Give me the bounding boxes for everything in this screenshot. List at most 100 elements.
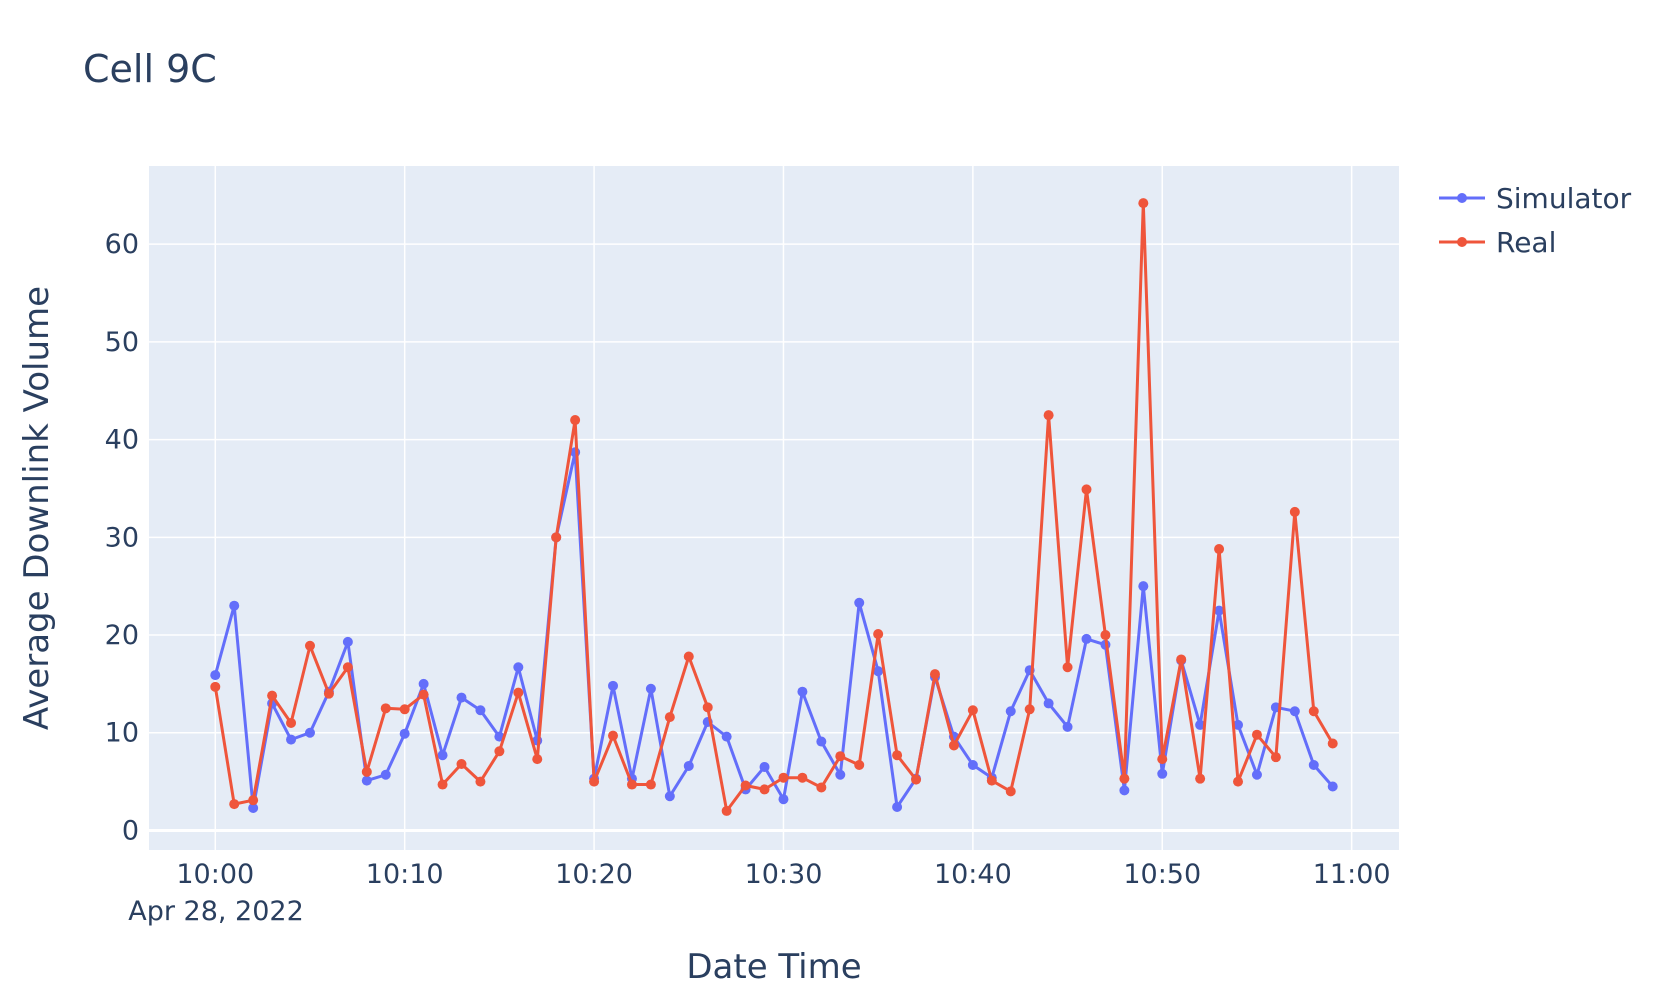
data-point-simulator xyxy=(1119,785,1130,796)
data-point-simulator xyxy=(892,802,903,813)
x-tick-label: 10:30 xyxy=(745,859,823,890)
y-tick-label: 30 xyxy=(105,522,139,553)
data-point-real xyxy=(1176,654,1187,665)
data-point-real xyxy=(721,805,732,816)
data-point-real xyxy=(399,704,410,715)
data-point-real xyxy=(1100,630,1111,641)
data-point-simulator xyxy=(1005,706,1016,717)
data-point-real xyxy=(304,640,315,651)
data-point-real xyxy=(816,782,827,793)
data-point-real xyxy=(1214,544,1225,555)
data-point-simulator xyxy=(1251,769,1262,780)
chart-title: Cell 9C xyxy=(83,47,217,91)
legend: Simulator Real xyxy=(1439,182,1632,259)
y-axis-title: Average Downlink Volume xyxy=(17,286,57,730)
data-point-real xyxy=(551,532,562,543)
x-axis-ticks: 10:00 10:10 10:20 10:30 10:40 10:50 11:00 xyxy=(176,859,1390,890)
data-point-real xyxy=(1119,773,1130,784)
data-point-real xyxy=(210,681,221,692)
data-point-simulator xyxy=(1062,721,1073,732)
data-point-real xyxy=(911,774,922,785)
data-point-simulator xyxy=(1043,698,1054,709)
data-point-real xyxy=(286,717,297,728)
y-axis-ticks: 0 10 20 30 40 50 60 xyxy=(105,229,139,846)
data-point-real xyxy=(1005,786,1016,797)
data-point-real xyxy=(1308,706,1319,717)
data-point-real xyxy=(267,690,278,701)
data-point-simulator xyxy=(797,686,808,697)
y-tick-label: 40 xyxy=(105,425,139,456)
data-point-simulator xyxy=(721,731,732,742)
x-tick-label: 10:20 xyxy=(555,859,633,890)
data-point-real xyxy=(456,759,467,770)
data-point-real xyxy=(437,779,448,790)
data-point-real xyxy=(361,766,372,777)
data-point-simulator xyxy=(399,728,410,739)
data-point-simulator xyxy=(816,736,827,747)
legend-marker-real xyxy=(1457,237,1467,247)
data-point-real xyxy=(948,740,959,751)
y-tick-label: 10 xyxy=(105,718,139,749)
data-point-simulator xyxy=(778,794,789,805)
data-point-real xyxy=(248,795,259,806)
data-point-real xyxy=(380,703,391,714)
data-point-simulator xyxy=(608,680,619,691)
data-point-simulator xyxy=(513,662,524,673)
data-point-real xyxy=(702,702,713,713)
data-point-real xyxy=(418,689,429,700)
data-point-real xyxy=(835,751,846,762)
data-point-simulator xyxy=(1138,581,1149,592)
data-point-simulator xyxy=(759,761,770,772)
x-tick-label: 11:00 xyxy=(1313,859,1391,890)
data-point-simulator xyxy=(664,791,675,802)
data-point-real xyxy=(626,779,637,790)
data-point-simulator xyxy=(342,636,353,647)
data-point-real xyxy=(513,687,524,698)
data-point-real xyxy=(967,705,978,716)
data-point-simulator xyxy=(1195,719,1206,730)
data-point-simulator xyxy=(475,705,486,716)
data-point-real xyxy=(1138,198,1149,209)
data-point-real xyxy=(664,712,675,723)
data-point-simulator xyxy=(967,759,978,770)
data-point-real xyxy=(589,776,600,787)
data-point-real xyxy=(778,772,789,783)
legend-label-real: Real xyxy=(1496,226,1556,259)
data-point-real xyxy=(1251,729,1262,740)
data-point-real xyxy=(1024,704,1035,715)
data-point-simulator xyxy=(683,760,694,771)
series-layer xyxy=(210,198,1338,816)
plot-area xyxy=(149,166,1399,850)
data-point-real xyxy=(608,730,619,741)
data-point-real xyxy=(323,688,334,699)
data-point-simulator xyxy=(229,600,240,611)
legend-marker-simulator xyxy=(1457,193,1467,203)
data-point-real xyxy=(1270,752,1281,763)
data-point-real xyxy=(1062,662,1073,673)
x-axis-date-label: Apr 28, 2022 xyxy=(128,896,304,927)
data-point-simulator xyxy=(418,678,429,689)
data-point-real xyxy=(929,669,940,680)
data-point-real xyxy=(683,651,694,662)
data-point-simulator xyxy=(854,597,865,608)
data-point-simulator xyxy=(380,769,391,780)
data-point-real xyxy=(475,776,486,787)
data-point-real xyxy=(229,799,240,810)
data-point-real xyxy=(1081,484,1092,495)
x-tick-label: 10:00 xyxy=(176,859,254,890)
data-point-real xyxy=(532,754,543,765)
data-point-real xyxy=(1157,754,1168,765)
data-point-real xyxy=(873,629,884,640)
data-point-real xyxy=(1289,506,1300,517)
data-point-real xyxy=(854,759,865,770)
data-point-real xyxy=(1195,773,1206,784)
legend-label-simulator: Simulator xyxy=(1496,182,1632,215)
data-point-simulator xyxy=(361,775,372,786)
data-point-simulator xyxy=(1157,768,1168,779)
data-point-simulator xyxy=(286,734,297,745)
data-point-real xyxy=(892,750,903,761)
data-point-simulator xyxy=(835,769,846,780)
data-point-simulator xyxy=(210,670,221,681)
data-point-real xyxy=(1233,776,1244,787)
